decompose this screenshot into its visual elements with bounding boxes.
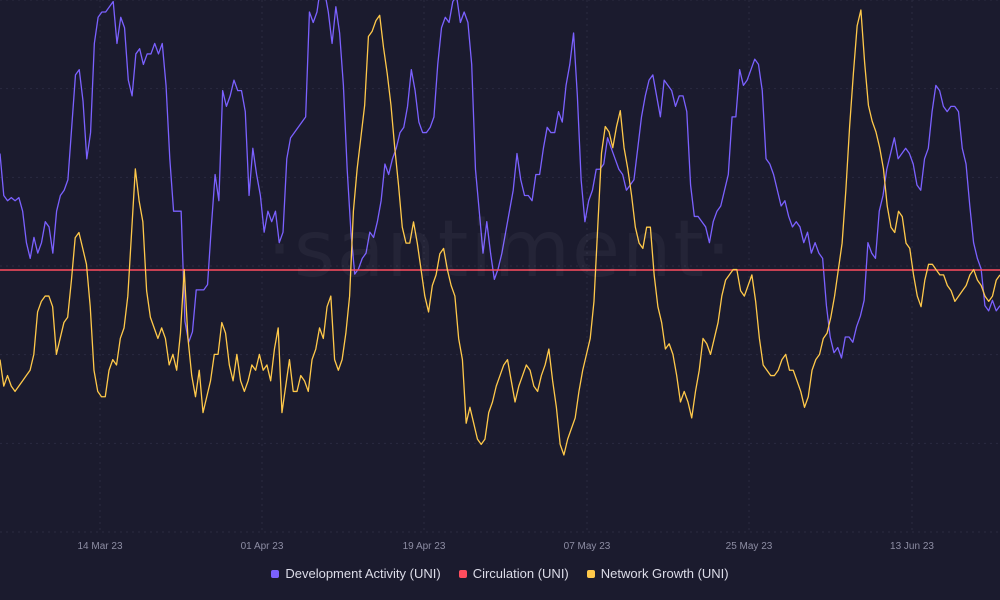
legend-swatch — [458, 569, 467, 578]
x-tick-label: 19 Apr 23 — [403, 541, 446, 552]
legend-label: Development Activity (UNI) — [285, 566, 441, 581]
legend-item-circulation[interactable]: Circulation (UNI) — [458, 566, 569, 581]
x-axis: 14 Mar 23 01 Apr 23 19 Apr 23 07 May 23 25 M… — [77, 541, 934, 552]
series-line-network-growth — [0, 9, 1000, 456]
chart-svg: 14 Mar 23 01 Apr 23 19 Apr 23 07 May 23 25 M… — [0, 0, 1000, 552]
legend: Development Activity (UNI) Circulation (U… — [0, 566, 1000, 581]
series-line-development-activity — [0, 0, 1000, 359]
x-tick-label: 25 May 23 — [726, 541, 773, 552]
x-tick-label: 07 May 23 — [564, 541, 611, 552]
legend-item-network-growth[interactable]: Network Growth (UNI) — [586, 566, 729, 581]
legend-swatch — [271, 569, 280, 578]
legend-label: Circulation (UNI) — [472, 566, 569, 581]
x-tick-label: 01 Apr 23 — [241, 541, 284, 552]
x-tick-label: 14 Mar 23 — [77, 541, 122, 552]
grid — [0, 0, 1000, 533]
series-layer — [0, 0, 1000, 456]
x-tick-label: 13 Jun 23 — [890, 541, 934, 552]
legend-item-development-activity[interactable]: Development Activity (UNI) — [271, 566, 441, 581]
legend-swatch — [586, 569, 595, 578]
legend-label: Network Growth (UNI) — [600, 566, 729, 581]
